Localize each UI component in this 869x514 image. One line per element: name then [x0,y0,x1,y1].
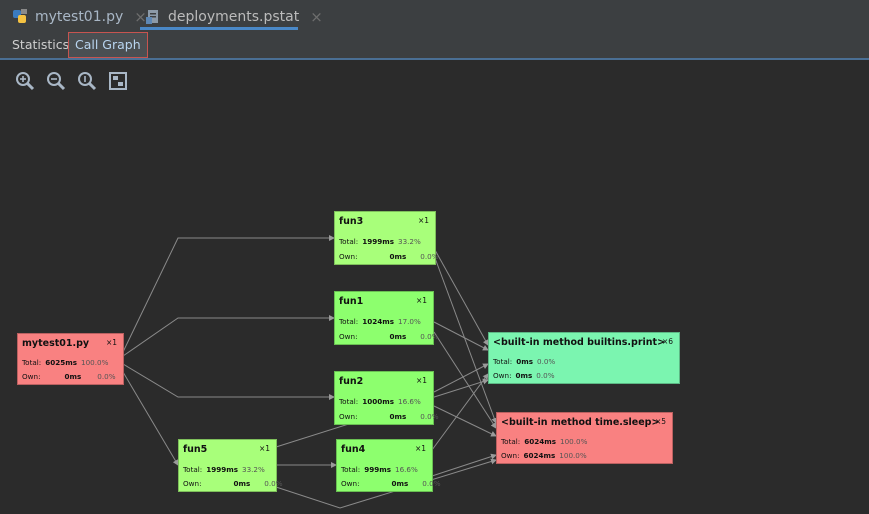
graph-toolbar [14,70,128,92]
node-title: fun4 [341,444,366,455]
edge [122,315,335,357]
own-row: Own: 6024ms 100.0% [501,451,587,460]
node-mytest01[interactable]: mytest01.py ×1 Total: 6025ms 100.0% Own: 0m… [17,333,124,385]
call-count: ×1 [258,444,270,453]
edge [433,363,489,393]
view-tab-bar: Statistics Call Graph [0,31,869,60]
call-count: ×5 [654,417,666,426]
total-row: Total: 1999ms 33.2% [339,237,421,246]
total-row: Total: 6024ms 100.0% [501,437,588,446]
own-row: Own: 0ms 0.0% [183,479,283,488]
edge [434,257,498,424]
tab-deployments-pstat[interactable]: deployments.pstat × [145,4,323,30]
zoom-in-icon[interactable] [14,70,35,92]
tab-call-graph[interactable]: Call Graph [68,32,148,58]
node-fun4[interactable]: fun4 ×1 Total: 999ms 16.6% Own: 0ms 0.0% [336,439,441,492]
actual-size-icon[interactable] [76,70,97,92]
edge [122,363,335,400]
edge [431,373,489,451]
node-title: mytest01.py [22,338,90,349]
total-row: Total: 0ms 0.0% [493,357,556,366]
own-row: Own: 0ms 0.0% [341,479,441,488]
node-fun1[interactable]: fun1 ×1 Total: 1024ms 17.0% Own: 0ms 0.0% [334,291,439,345]
call-count: ×1 [417,216,429,225]
edge [433,321,489,351]
fit-content-icon[interactable] [107,70,128,92]
node-fun3[interactable]: fun3 ×1 Total: 1999ms 33.2% Own: 0ms 0.0% [334,211,439,265]
node-title: fun1 [339,296,364,307]
node-title: <built-in method builtins.print> [493,337,666,348]
own-row: Own: 0ms 0.0% [339,332,439,341]
file-icon [145,8,163,26]
total-row: Total: 1000ms 16.6% [339,397,421,406]
call-count: ×1 [414,444,426,453]
node-title: fun2 [339,376,364,387]
tab-statistics[interactable]: Statistics [12,37,70,52]
python-file-icon [12,8,30,26]
call-count: ×6 [661,337,673,346]
node-fun2[interactable]: fun2 ×1 Total: 1000ms 16.6% Own: 0ms 0.0% [334,371,439,425]
edge [434,249,489,346]
own-row: Own: 0ms 0.0% [22,372,116,381]
node-title: <built-in method time.sleep> [501,417,660,428]
node-title: fun5 [183,444,208,455]
tab-label: deployments.pstat [168,9,300,25]
total-row: Total: 1024ms 17.0% [339,317,421,326]
edge [122,371,179,466]
close-icon[interactable]: × [134,8,147,26]
node-fun5[interactable]: fun5 ×1 Total: 1999ms 33.2% Own: 0ms 0.0% [178,439,283,492]
node-builtin-print[interactable]: <built-in method builtins.print> ×6 Tota… [488,332,680,384]
editor-tab-bar: mytest01.py × deployments.pstat × [0,0,869,32]
total-row: Total: 999ms 16.6% [341,465,418,474]
call-count: ×1 [105,338,117,347]
call-count: ×1 [415,296,427,305]
zoom-out-icon[interactable] [45,70,66,92]
own-row: Own: 0ms 0.0% [339,252,439,261]
node-builtin-sleep[interactable]: <built-in method time.sleep> ×5 Total: 60… [496,412,673,464]
edge [122,235,335,353]
edge [431,453,497,477]
total-row: Total: 6025ms 100.0% [22,358,109,367]
edge [433,405,497,437]
active-tab-indicator [140,27,298,30]
tab-label: mytest01.py [35,9,124,25]
own-row: Own: 0ms 0.0% [493,371,555,380]
own-row: Own: 0ms 0.0% [339,412,439,421]
total-row: Total: 1999ms 33.2% [183,465,265,474]
node-title: fun3 [339,216,364,227]
call-count: ×1 [415,376,427,385]
close-icon[interactable]: × [310,8,323,26]
tab-mytest01[interactable]: mytest01.py × [12,4,147,30]
edge [433,331,497,429]
